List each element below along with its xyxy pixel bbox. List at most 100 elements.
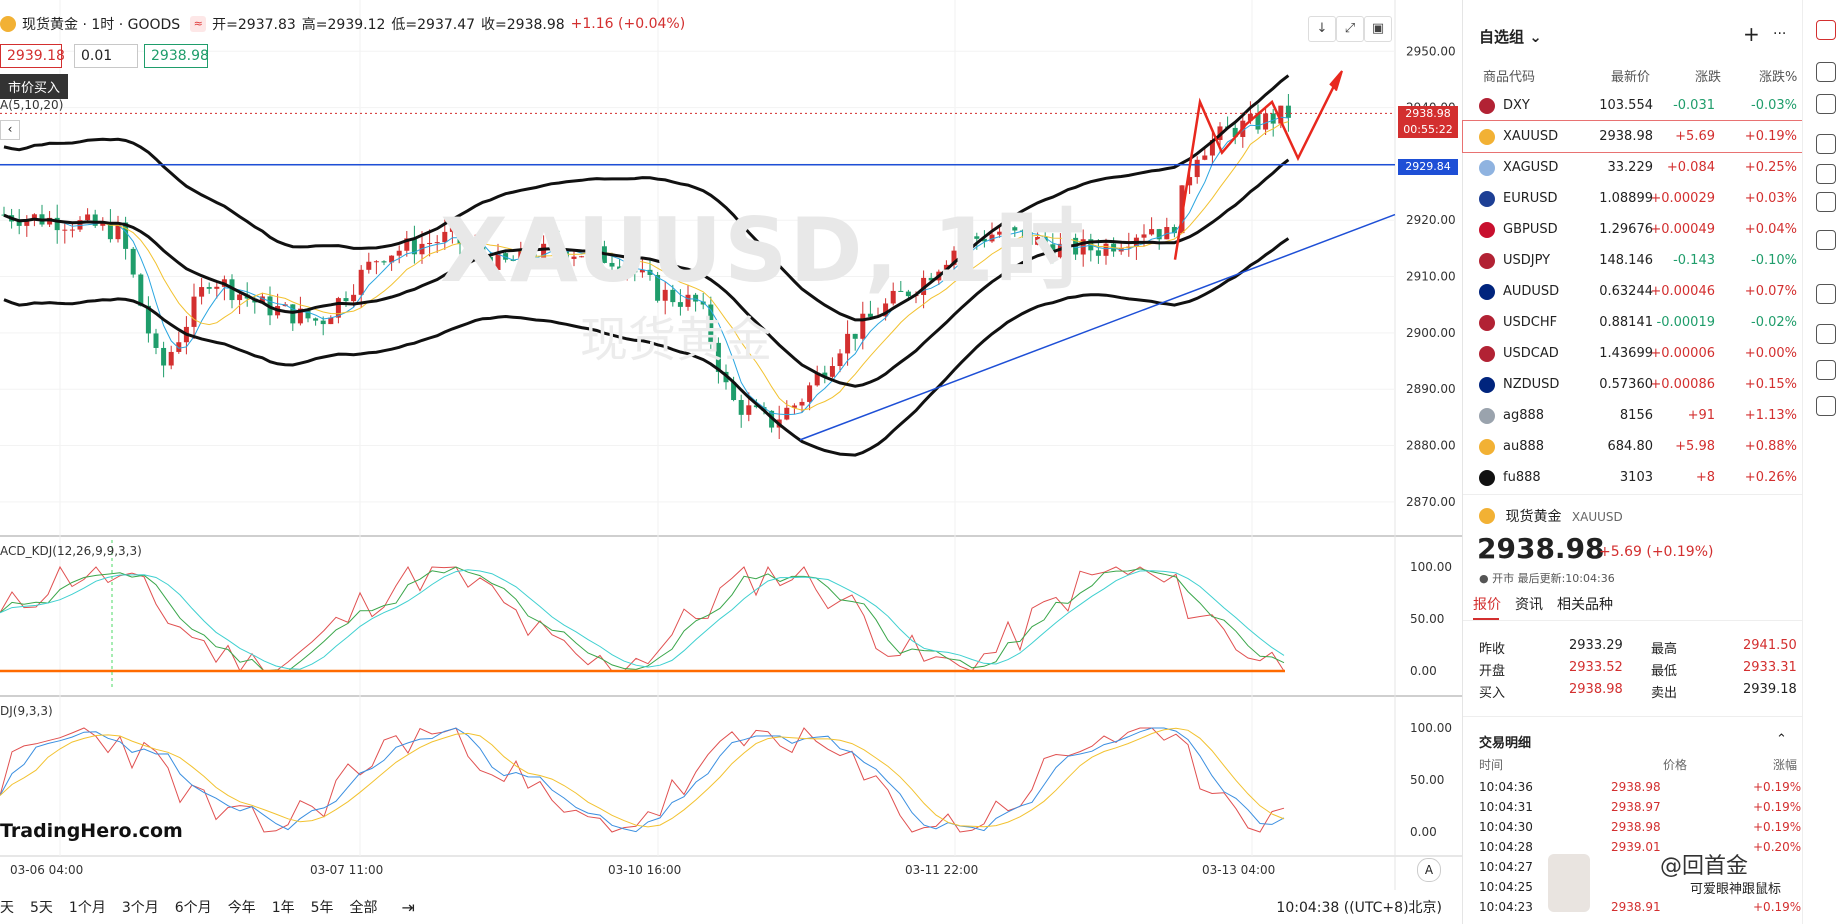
period-6m[interactable]: 6个月 — [174, 900, 212, 916]
candle-body — [966, 236, 972, 244]
trade-price: 2938.98 — [1611, 780, 1661, 794]
candle-body — [411, 238, 417, 255]
history-icon[interactable] — [1816, 230, 1836, 250]
candle-body — [624, 269, 630, 271]
period-1y[interactable]: 1年 — [271, 900, 295, 916]
candle-body — [799, 401, 805, 406]
col-code[interactable]: 商品代码 — [1483, 70, 1536, 85]
hat-icon[interactable] — [1816, 324, 1836, 344]
expand-button[interactable]: ⤢ — [1336, 16, 1364, 42]
signal-icon[interactable] — [1816, 284, 1836, 304]
change: +0.00086 — [1650, 377, 1715, 392]
list-icon[interactable] — [1816, 94, 1836, 114]
quantity-input[interactable]: 0.01 — [74, 44, 138, 68]
watchlist-row-usdcad[interactable]: USDCAD 1.43699 +0.00006 +0.00% — [1463, 338, 1803, 369]
last-price-tag: 2938.98 00:55:22 — [1398, 106, 1458, 138]
sell-price-button[interactable]: 2939.18 — [0, 44, 65, 68]
kdj-label[interactable]: DJ(9,3,3) — [0, 704, 53, 718]
symbol-title[interactable]: 现货黄金 · 1时 · GOODS — [22, 17, 181, 33]
candle-body — [579, 256, 585, 258]
watchlist-row-dxy[interactable]: DXY 103.554 -0.031 -0.03% — [1463, 90, 1803, 121]
candle-body — [829, 366, 835, 377]
col-change[interactable]: 涨跌 — [1695, 70, 1722, 85]
change-pct: +0.00% — [1744, 346, 1797, 361]
period-5d[interactable]: 5天 — [30, 900, 53, 916]
change-value: +1.16 (+0.04%) — [570, 16, 686, 32]
bell-icon[interactable] — [1816, 164, 1836, 184]
clock-display[interactable]: 10:04:38 ((UTC+8)北京) — [1276, 900, 1442, 916]
tab-related[interactable]: 相关品种 — [1557, 597, 1613, 613]
date-range-icon[interactable]: ⇥ — [401, 897, 415, 917]
tab-quote[interactable]: 报价 — [1473, 597, 1501, 613]
tab-news[interactable]: 资讯 — [1515, 597, 1543, 613]
watchlist-row-eurusd[interactable]: EURUSD 1.08899 +0.00029 +0.03% — [1463, 183, 1803, 214]
quote-label: 卖出 — [1651, 686, 1678, 701]
more-options-button[interactable]: ··· — [1773, 26, 1787, 42]
collapse-legend-button[interactable]: ‹ — [0, 120, 20, 140]
level-price-tag: 2929.84 — [1398, 159, 1458, 175]
candle-body — [305, 308, 311, 319]
tree-icon[interactable] — [1816, 396, 1836, 416]
document-icon[interactable] — [1816, 62, 1836, 82]
watchlist-row-usdchf[interactable]: USDCHF 0.88141 -0.00019 -0.02% — [1463, 307, 1803, 338]
detail-tabs: 报价 资讯 相关品种 — [1473, 594, 1613, 614]
compare-icon[interactable]: ≈ — [190, 16, 207, 32]
watchlist-row-gbpusd[interactable]: GBPUSD 1.29676 +0.00049 +0.04% — [1463, 214, 1803, 245]
watchlist-row-ag888[interactable]: ag888 8156 +91 +1.13% — [1463, 400, 1803, 431]
candle-body — [100, 222, 106, 226]
market-status: ● 开市 最后更新:10:04:36 — [1479, 572, 1615, 585]
candle-body — [905, 291, 911, 297]
watchlist-row-au888[interactable]: au888 684.80 +5.98 +0.88% — [1463, 431, 1803, 462]
watchlist-row-xauusd[interactable]: XAUUSD 2938.98 +5.69 +0.19% — [1462, 120, 1804, 153]
watchlist-row-xagusd[interactable]: XAGUSD 33.229 +0.084 +0.25% — [1463, 152, 1803, 183]
layers-icon[interactable] — [1816, 192, 1836, 212]
candle-body — [69, 229, 75, 231]
watchlist-row-usdjpy[interactable]: USDJPY 148.146 -0.143 -0.10% — [1463, 245, 1803, 276]
candle-body — [1202, 155, 1208, 160]
candle-body — [404, 238, 410, 251]
candle-body — [807, 385, 813, 402]
period-all[interactable]: 全部 — [349, 900, 378, 916]
symbol-code: XAUUSD — [1503, 129, 1559, 144]
period-1d[interactable]: 天 — [0, 900, 14, 916]
period-1m[interactable]: 1个月 — [68, 900, 106, 916]
flag-icon — [1479, 439, 1495, 455]
candle-body — [434, 242, 440, 244]
candle-body — [1027, 232, 1033, 245]
calendar-icon[interactable] — [1816, 134, 1836, 154]
flag-icon — [1479, 129, 1495, 145]
macd-kdj-label[interactable]: ACD_KDJ(12,26,9,9,3,3) — [0, 544, 142, 558]
symbol-code: ag888 — [1503, 408, 1545, 423]
candle-body — [168, 351, 174, 366]
price-chart[interactable]: 2950.002940.002930.002920.002910.002900.… — [0, 0, 1462, 924]
candle-body — [107, 222, 113, 240]
collapse-trades-icon[interactable]: ⌃ — [1776, 732, 1787, 747]
col-price[interactable]: 最新价 — [1611, 70, 1651, 85]
trade-col-price: 价格 — [1663, 758, 1688, 772]
shield-icon[interactable] — [1816, 20, 1836, 40]
candle-body — [677, 302, 683, 307]
candle-body — [883, 303, 889, 317]
buy-price-button[interactable]: 2938.98 — [144, 44, 209, 68]
candle-body — [381, 261, 387, 263]
download-button[interactable]: ↓ — [1308, 16, 1336, 42]
candle-body — [503, 253, 509, 260]
period-3m[interactable]: 3个月 — [121, 900, 159, 916]
ma-indicator-label[interactable]: A(5,10,20) — [0, 98, 64, 112]
add-symbol-button[interactable]: + — [1743, 22, 1760, 46]
chart-area[interactable]: 2950.002940.002930.002920.002910.002900.… — [0, 0, 1462, 924]
grid-icon[interactable] — [1816, 360, 1836, 380]
fullscreen-button[interactable]: ▣ — [1364, 16, 1392, 42]
change: -0.143 — [1673, 253, 1715, 268]
period-5y[interactable]: 5年 — [310, 900, 334, 916]
change: +0.084 — [1666, 160, 1715, 175]
candle-body — [571, 256, 577, 259]
watchlist-row-nzdusd[interactable]: NZDUSD 0.57360 +0.00086 +0.15% — [1463, 369, 1803, 400]
quote-value: 2941.50 — [1743, 638, 1797, 653]
watchlist-row-audusd[interactable]: AUDUSD 0.63244 +0.00046 +0.07% — [1463, 276, 1803, 307]
watchlist-title[interactable]: 自选组 ⌄ — [1479, 28, 1542, 46]
period-ytd[interactable]: 今年 — [227, 900, 256, 916]
auto-scale-button[interactable]: A — [1417, 858, 1441, 882]
watchlist-row-fu888[interactable]: fu888 3103 +8 +0.26% — [1463, 462, 1803, 493]
col-change-pct[interactable]: 涨跌% — [1759, 70, 1798, 85]
